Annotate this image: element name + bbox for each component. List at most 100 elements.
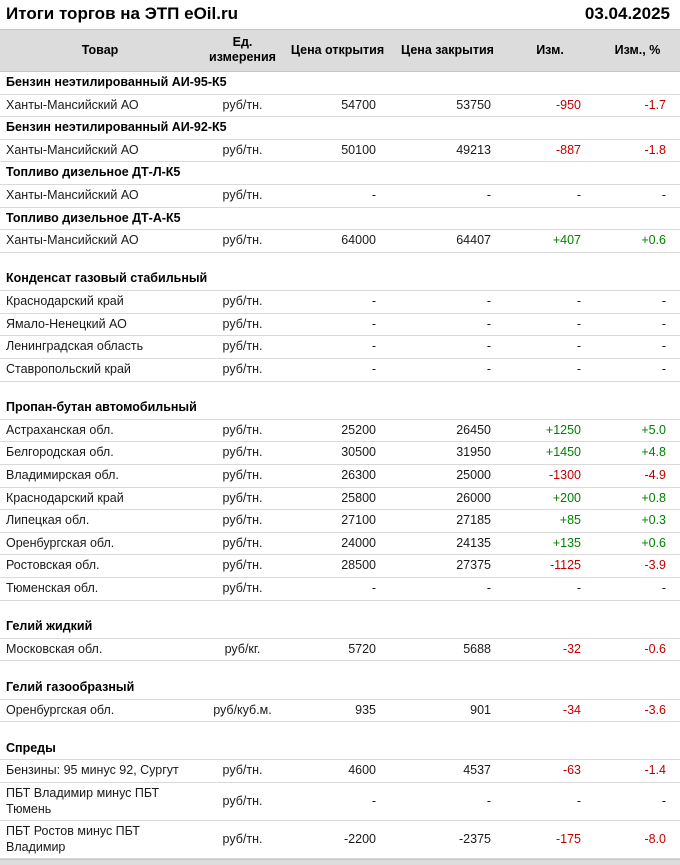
cell-product: Ставропольский край <box>0 358 200 382</box>
cell-unit: руб/тн. <box>200 335 285 359</box>
cell-unit: руб/тн. <box>200 290 285 314</box>
cell-unit: руб/тн. <box>200 509 285 533</box>
cell-change-pct: - <box>595 290 680 314</box>
cell-open-price: 28500 <box>285 554 390 579</box>
cell-open-price: 27100 <box>285 509 390 533</box>
cell-close-price: - <box>390 358 505 382</box>
table-row: Московская обл. руб/кг. 5720 5688 -32 -0.6 <box>0 638 680 662</box>
cell-open-price: 5720 <box>285 638 390 662</box>
cell-close-price: 53750 <box>390 94 505 118</box>
cell-open-price: - <box>285 290 390 314</box>
cell-close-price: 24135 <box>390 532 505 556</box>
cell-change-pct: +0.6 <box>595 532 680 556</box>
section-header-row: Конденсат газовый стабильный <box>0 268 680 292</box>
cell-product: Тюменская обл. <box>0 577 200 601</box>
cell-change-pct: - <box>595 313 680 337</box>
cell-change: -34 <box>505 699 595 723</box>
cell-unit: руб/тн. <box>200 441 285 465</box>
section-title: Гелий газообразный <box>0 676 680 700</box>
cell-change-pct: +0.8 <box>595 487 680 511</box>
table-row: Ленинградская область руб/тн. - - - - <box>0 335 680 359</box>
section-spacer-row <box>0 252 680 268</box>
cell-change: -950 <box>505 94 595 118</box>
section-title: Топливо дизельное ДТ-Л-К5 <box>0 161 680 186</box>
cell-change: - <box>505 782 595 822</box>
cell-open-price: 25200 <box>285 419 390 443</box>
section-header-row: Топливо дизельное ДТ-Л-К5 <box>0 161 680 186</box>
cell-unit: руб/тн. <box>200 577 285 601</box>
cell-product: Оренбургская обл. <box>0 699 200 723</box>
table-row: Оренбургская обл. руб/тн. 24000 24135 +135 +0… <box>0 532 680 556</box>
cell-open-price: 24000 <box>285 532 390 556</box>
section-spacer-row <box>0 600 680 616</box>
cell-product: Липецкая обл. <box>0 509 200 533</box>
cell-close-price: 49213 <box>390 139 505 163</box>
section-title: Топливо дизельное ДТ-А-К5 <box>0 207 680 231</box>
cell-open-price: - <box>285 313 390 337</box>
cell-product: Ханты-Мансийский АО <box>0 139 200 163</box>
cell-unit: руб/тн. <box>200 229 285 253</box>
cell-open-price: 64000 <box>285 229 390 253</box>
cell-close-price: - <box>390 313 505 337</box>
cell-unit: руб/тн. <box>200 94 285 118</box>
column-header-change: Изм. <box>505 28 595 72</box>
cell-product: Ханты-Мансийский АО <box>0 94 200 118</box>
table-row: Ставропольский край руб/тн. - - - - <box>0 358 680 382</box>
cell-unit: руб/тн. <box>200 532 285 556</box>
cell-change-pct: -1.4 <box>595 759 680 783</box>
cell-close-price: -2375 <box>390 820 505 860</box>
section-spacer-cell <box>0 381 680 397</box>
cell-open-price: 50100 <box>285 139 390 163</box>
table-row: Ханты-Мансийский АО руб/тн. 64000 64407 +407… <box>0 229 680 253</box>
page-title: Итоги торгов на ЭТП eOil.ru <box>6 4 238 23</box>
cell-open-price: 30500 <box>285 441 390 465</box>
cell-open-price: 26300 <box>285 464 390 488</box>
table-row: Владимирская обл. руб/тн. 26300 25000 -1300-… <box>0 464 680 488</box>
section-title: Пропан-бутан автомобильный <box>0 397 680 420</box>
cell-change-pct: - <box>595 358 680 382</box>
cell-change: -1125 <box>505 554 595 579</box>
cell-change-pct: -4.9 <box>595 464 680 488</box>
cell-change: +1450 <box>505 441 595 465</box>
cell-change: - <box>505 290 595 314</box>
cell-product: Оренбургская обл. <box>0 532 200 556</box>
cell-unit: руб/тн. <box>200 313 285 337</box>
cell-product: Ленинградская область <box>0 335 200 359</box>
cell-change-pct: -1.8 <box>595 139 680 163</box>
cell-close-price: 4537 <box>390 759 505 783</box>
section-header-row: Топливо дизельное ДТ-А-К5 <box>0 207 680 231</box>
cell-unit: руб/тн. <box>200 464 285 488</box>
table-row: Астраханская обл. руб/тн. 25200 26450 +1250 +… <box>0 419 680 443</box>
cell-close-price: 27185 <box>390 509 505 533</box>
cell-product: ПБТ Владимир минус ПБТ Тюмень <box>0 782 200 822</box>
cell-product: Владимирская обл. <box>0 464 200 488</box>
cell-close-price: 5688 <box>390 638 505 662</box>
cell-open-price: - <box>285 577 390 601</box>
section-spacer-row <box>0 722 680 738</box>
section-header-row: Гелий газообразный <box>0 676 680 700</box>
cell-open-price: 54700 <box>285 94 390 118</box>
trading-results-table: Товар Ед. измерения Цена открытия Цена з… <box>0 28 680 860</box>
table-row: Ямало-Ненецкий АО руб/тн. - - - - <box>0 313 680 337</box>
cell-close-price: 31950 <box>390 441 505 465</box>
cell-product: Ростовская обл. <box>0 554 200 579</box>
cell-change: -887 <box>505 139 595 163</box>
cell-change-pct: -3.9 <box>595 554 680 579</box>
table-row: Тюменская обл. руб/тн. - - - - <box>0 577 680 601</box>
section-spacer-cell <box>0 252 680 268</box>
cell-product: Московская обл. <box>0 638 200 662</box>
column-header-unit: Ед. измерения <box>200 28 285 72</box>
cell-close-price: 26450 <box>390 419 505 443</box>
table-row: ПБТ Ростов минус ПБТ Владимир руб/тн. -220… <box>0 820 680 860</box>
cell-unit: руб/тн. <box>200 487 285 511</box>
cell-product: Ханты-Мансийский АО <box>0 184 200 208</box>
cell-unit: руб/тн. <box>200 554 285 579</box>
cell-change: +85 <box>505 509 595 533</box>
cell-product: Краснодарский край <box>0 487 200 511</box>
table-head: Товар Ед. измерения Цена открытия Цена з… <box>0 28 680 72</box>
table-row: Ханты-Мансийский АО руб/тн. 54700 53750 -950… <box>0 94 680 118</box>
section-title: Бензин неэтилированный АИ-95-К5 <box>0 71 680 95</box>
cell-close-price: 64407 <box>390 229 505 253</box>
cell-close-price: 26000 <box>390 487 505 511</box>
